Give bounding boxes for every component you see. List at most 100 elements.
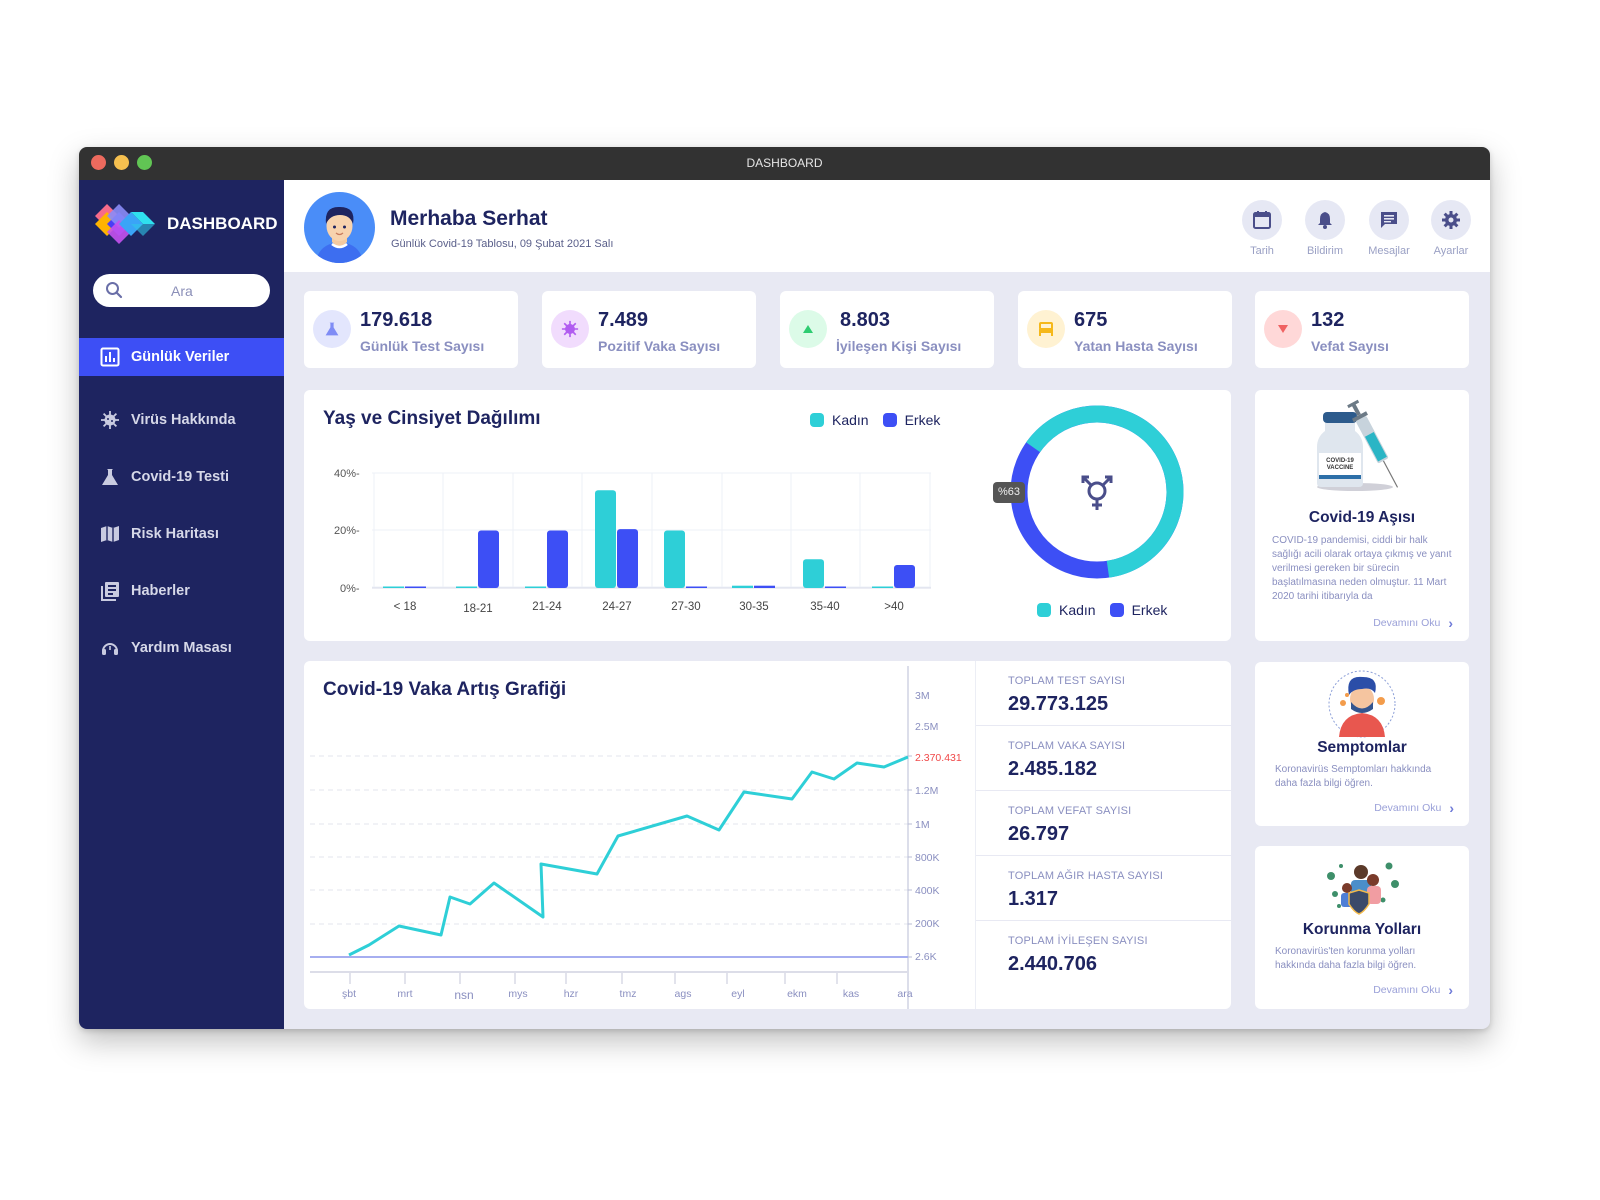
virus-icon: [99, 409, 121, 431]
symptoms-illustration: [1328, 670, 1396, 738]
sidebar-item-haberler[interactable]: Haberler: [79, 572, 284, 610]
sidebar-item-risk-haritasi[interactable]: Risk Haritası: [79, 515, 284, 553]
chevron-right-icon: ›: [1448, 982, 1453, 998]
news-icon: [99, 580, 121, 602]
stat-card-positive-cases[interactable]: 7.489 Pozitif Vaka Sayısı: [542, 291, 756, 368]
svg-text:hzr: hzr: [564, 988, 579, 1000]
stat-label: Günlük Test Sayısı: [360, 338, 485, 354]
stat-label: İyileşen Kişi Sayısı: [836, 338, 962, 354]
minimize-window-button[interactable]: [114, 155, 129, 170]
svg-text:18-21: 18-21: [463, 603, 492, 615]
age-gender-card: Yaş ve Cinsiyet Dağılımı Kadın Erkek: [304, 390, 1231, 641]
svg-text:2.6K: 2.6K: [915, 951, 937, 963]
search-input[interactable]: Ara: [93, 274, 270, 307]
stat-card-recovered[interactable]: 8.803 İyileşen Kişi Sayısı: [780, 291, 994, 368]
donut-legend: Kadın Erkek: [1037, 602, 1181, 618]
case-growth-line-chart: 3M 2.5M 2.370.431 1.2M 1M 800K 400K 200K…: [310, 666, 962, 1009]
chevron-right-icon: ›: [1449, 800, 1454, 816]
info-card-title: Covid-19 Aşısı: [1308, 509, 1416, 526]
sidebar-item-label: Virüs Hakkında: [131, 412, 236, 428]
svg-text:tmz: tmz: [620, 988, 637, 1000]
case-growth-title: Covid-19 Vaka Artış Grafiği: [323, 679, 567, 700]
svg-text:VACCINE: VACCINE: [1327, 465, 1354, 471]
bar-chart-icon: [99, 346, 121, 368]
read-more-link[interactable]: Devamını Oku ›: [1373, 982, 1453, 998]
total-recovered: TOPLAM İYİLEŞEN SAYISI 2.440.706: [1008, 935, 1148, 975]
header: Merhaba Serhat Günlük Covid-19 Tablosu, …: [284, 180, 1490, 272]
legend-kadin[interactable]: Kadın: [1037, 602, 1096, 618]
svg-text:eyl: eyl: [731, 988, 744, 1000]
info-card-symptoms[interactable]: Semptomlar Koronavirüs Semptomları hakkı…: [1255, 662, 1469, 826]
svg-text:nsn: nsn: [454, 988, 473, 1002]
svg-text:21-24: 21-24: [532, 601, 562, 613]
gender-donut-chart: [1010, 405, 1184, 579]
stat-card-hospitalized[interactable]: 675 Yatan Hasta Sayısı: [1018, 291, 1232, 368]
svg-text:3M: 3M: [915, 690, 930, 702]
total-tests: TOPLAM TEST SAYISI 29.773.125: [976, 661, 1232, 726]
svg-text:2.5M: 2.5M: [915, 721, 938, 733]
stat-label: Pozitif Vaka Sayısı: [598, 338, 721, 354]
stat-card-deaths[interactable]: 132 Vefat Sayısı: [1255, 291, 1469, 368]
legend-erkek[interactable]: Erkek: [1109, 602, 1167, 618]
calendar-button[interactable]: Tarih: [1238, 200, 1286, 257]
read-more-link[interactable]: Devamını Oku ›: [1374, 800, 1454, 816]
stat-card-daily-tests[interactable]: 179.618 Günlük Test Sayısı: [304, 291, 518, 368]
total-cases: TOPLAM VAKA SAYISI 2.485.182: [976, 726, 1232, 791]
stat-value: 7.489: [598, 309, 649, 331]
settings-label: Ayarlar: [1433, 245, 1469, 257]
case-growth-card: Covid-19 Vaka Artış Grafiği: [304, 661, 1232, 1009]
logo[interactable]: DASHBOARD: [93, 202, 278, 246]
stat-value: 132: [1311, 309, 1345, 331]
sidebar-item-label: Risk Haritası: [131, 526, 219, 542]
age-gender-title: Yaş ve Cinsiyet Dağılımı: [323, 408, 541, 429]
logo-text: DASHBOARD: [167, 214, 278, 233]
info-card-desc: Koronavirüs'ten korunma yolları hakkında…: [1275, 946, 1417, 971]
svg-text:40%-: 40%-: [334, 468, 360, 480]
svg-text:kas: kas: [843, 988, 859, 1000]
bell-icon: [1318, 212, 1332, 229]
svg-text:ara: ara: [897, 988, 912, 1000]
headset-icon: [99, 637, 121, 659]
sidebar-item-covid-testi[interactable]: Covid-19 Testi: [79, 458, 284, 496]
svg-text:>40: >40: [884, 601, 904, 613]
stat-value: 179.618: [360, 309, 433, 331]
sidebar-item-virus-hakkinda[interactable]: Virüs Hakkında: [79, 401, 284, 439]
sidebar-item-yardim-masasi[interactable]: Yardım Masası: [79, 629, 284, 667]
info-card-title: Korunma Yolları: [1302, 921, 1422, 938]
greeting: Merhaba Serhat: [390, 207, 548, 230]
svg-text:24-27: 24-27: [602, 601, 631, 613]
messages-label: Mesajlar: [1368, 245, 1410, 257]
svg-text:1M: 1M: [915, 819, 930, 831]
message-icon: [1381, 212, 1397, 228]
bed-icon: [1027, 310, 1065, 348]
calendar-icon: [1253, 211, 1271, 229]
calendar-label: Tarih: [1250, 245, 1274, 257]
gear-icon: [1442, 211, 1460, 229]
notifications-button[interactable]: Bildirim: [1301, 200, 1349, 257]
stat-label: Vefat Sayısı: [1311, 338, 1389, 354]
donut-tooltip: %63: [993, 482, 1025, 503]
title-bar: DASHBOARD: [79, 147, 1490, 180]
svg-text:mys: mys: [508, 988, 527, 1000]
legend-erkek[interactable]: Erkek: [882, 412, 940, 428]
svg-text:20%-: 20%-: [334, 525, 360, 537]
info-card-protection[interactable]: Korunma Yolları Koronavirüs'ten korunma …: [1255, 846, 1469, 1009]
stat-value: 675: [1074, 309, 1108, 331]
settings-button[interactable]: Ayarlar: [1427, 200, 1475, 257]
read-more-link[interactable]: Devamını Oku ›: [1373, 615, 1453, 631]
maximize-window-button[interactable]: [137, 155, 152, 170]
svg-text:ags: ags: [675, 988, 692, 1000]
legend-kadin[interactable]: Kadın: [810, 412, 869, 428]
gender-icon: [1081, 475, 1113, 510]
avatar[interactable]: [304, 192, 375, 263]
svg-text:800K: 800K: [915, 852, 940, 864]
sidebar-item-label: Covid-19 Testi: [131, 469, 230, 485]
messages-button[interactable]: Mesajlar: [1365, 200, 1413, 257]
stat-value: 8.803: [840, 309, 891, 331]
close-window-button[interactable]: [91, 155, 106, 170]
info-card-vaccine[interactable]: COVID-19 VACCINE Covid-19 Aşısı COVID-19…: [1255, 390, 1469, 641]
flask-icon: [313, 310, 351, 348]
chevron-right-icon: ›: [1448, 615, 1453, 631]
info-card-desc: COVID-19 pandemisi, ciddi bir halk sağlı…: [1272, 535, 1452, 602]
sidebar-item-gunluk-veriler[interactable]: Günlük Veriler: [79, 338, 284, 376]
